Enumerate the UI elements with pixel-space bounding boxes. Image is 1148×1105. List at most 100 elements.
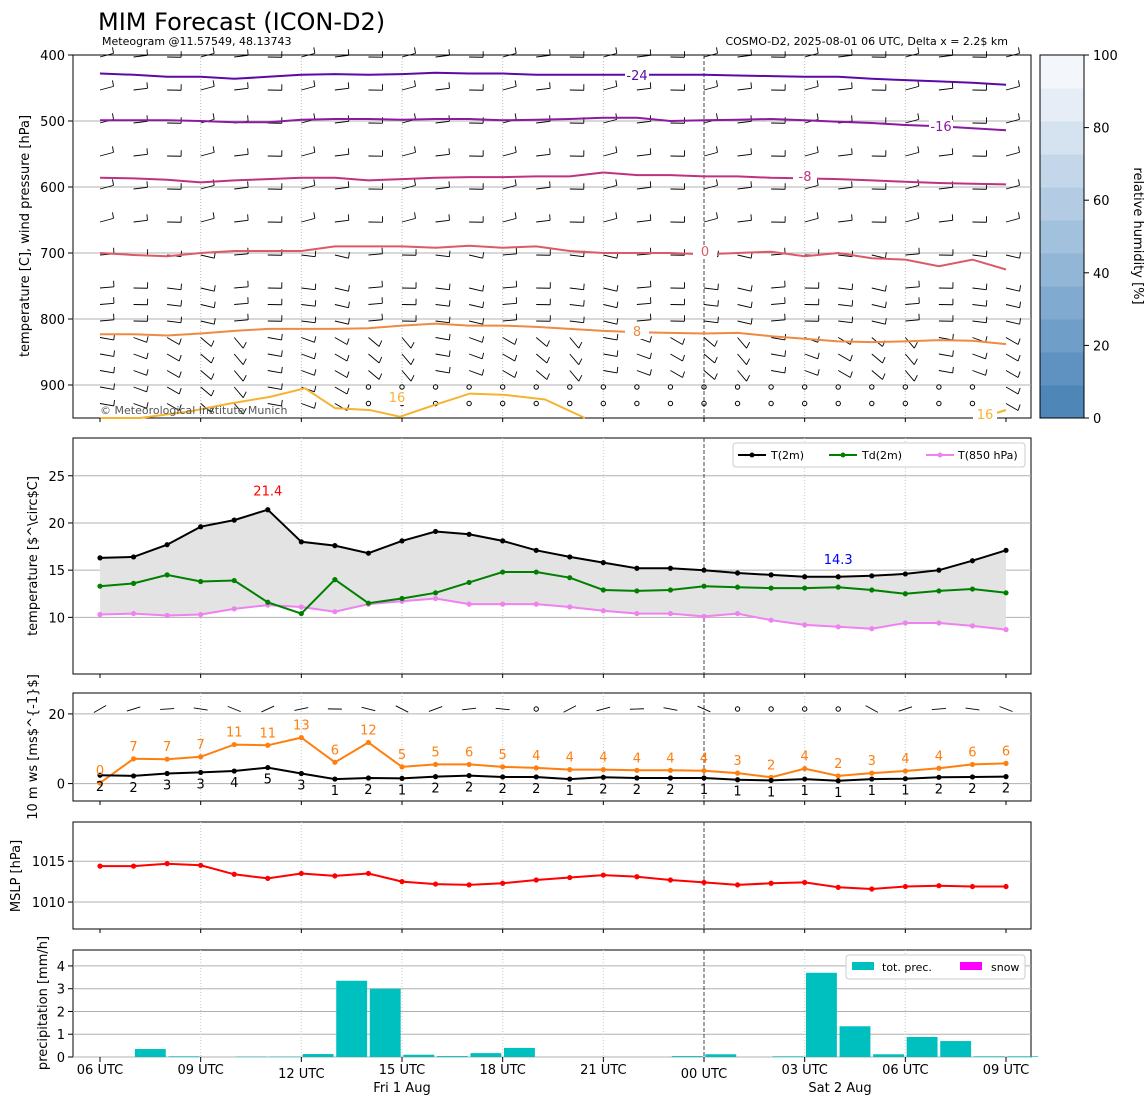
wind-barb-feather [210, 389, 215, 397]
t850-point [969, 623, 976, 629]
wind-barb [99, 319, 114, 322]
wind-barb-feather [546, 373, 550, 380]
colorbar-label: relative humidity [%] [1130, 167, 1145, 304]
wind-barb-feather [146, 352, 149, 359]
isotherm-line [99, 171, 1007, 186]
isotherm-label-bg [625, 69, 649, 83]
wind-barb-feather [714, 356, 718, 364]
mslp-ylabel: MSLP [hPa] [9, 840, 24, 912]
t2m-line [99, 508, 1007, 578]
td2m-point [869, 587, 875, 593]
gust-point [399, 764, 405, 770]
wind-barb [904, 337, 915, 349]
wind-barb [569, 337, 580, 349]
wind-barb [703, 370, 716, 380]
wind-barb [99, 337, 114, 341]
wind-barb [502, 217, 517, 223]
wind-barb [301, 403, 315, 409]
wind-barb-feather [1017, 387, 1021, 395]
calm-wind-marker [701, 384, 707, 390]
wind-barb [435, 120, 450, 124]
mslp-point [969, 883, 976, 890]
wind-barb [1005, 320, 1020, 325]
wind-barb [804, 52, 819, 58]
mean-wind-point [734, 777, 741, 783]
wind-barb [233, 370, 244, 382]
mean-wind-point [97, 772, 103, 778]
wind-barb [334, 287, 349, 292]
wind-barb [368, 337, 380, 347]
wind-barb-feather [616, 366, 619, 373]
wind-barb-feather [410, 342, 415, 349]
wind-barb [334, 386, 348, 395]
wind-barb [99, 403, 114, 407]
t2m-point [969, 558, 976, 564]
precipitation-bar [302, 1054, 334, 1057]
wind-barb [536, 120, 551, 124]
wind-barb [133, 370, 147, 376]
day-label-fri: Fri 1 Aug [373, 1081, 430, 1096]
wind-barb-feather [884, 318, 887, 325]
wind-barb [200, 52, 215, 58]
wind-barb [938, 87, 953, 91]
y-tick-label: 500 [40, 115, 65, 130]
mean-wind-point [802, 776, 808, 782]
wind-barb [133, 120, 148, 124]
mean-wind-label: 2 [968, 782, 976, 797]
wind-barb-feather [514, 179, 517, 186]
wind-barb-feather [649, 352, 652, 359]
wind-barb [804, 370, 818, 376]
calm-wind-marker [533, 400, 539, 407]
wind-barb [603, 287, 618, 292]
wind-barb [468, 353, 483, 360]
wind-barb [166, 353, 180, 362]
t2m-point [902, 571, 908, 577]
mean-wind-label: 2 [599, 782, 607, 797]
calm-wind-marker [835, 384, 841, 390]
td2m-point [298, 610, 304, 617]
legend-td2m-label: Td(2m) [861, 449, 902, 462]
y-tick-label: 1010 [32, 896, 65, 911]
td2m-point [533, 569, 539, 575]
wind-barb-feather [784, 350, 787, 357]
t2m-point [432, 528, 439, 535]
wind-barb-feather [113, 350, 115, 357]
td2m-point [567, 575, 573, 581]
wind-barb [972, 254, 987, 258]
wind-barb [468, 370, 483, 376]
wind-barb [603, 353, 618, 357]
wind-barb [898, 706, 913, 712]
wind-barb-feather [112, 146, 114, 153]
wind-barb-feather [1017, 404, 1021, 411]
wind-barb-feather [849, 354, 853, 362]
wind-barb [536, 186, 551, 190]
wind-barb [428, 706, 443, 712]
mean-wind-point [869, 776, 875, 782]
figure-subtitle-left: Meteogram @11.57549, 48.13743 [102, 35, 292, 48]
precipitation-bar [336, 980, 368, 1057]
wind-barb [771, 302, 786, 305]
wind-barb [838, 219, 853, 223]
wind-barb-feather [112, 179, 114, 186]
mslp-point [298, 870, 304, 877]
wind-barb [234, 253, 249, 256]
wind-barb-feather [615, 47, 618, 54]
wind-barb-feather [682, 338, 685, 345]
wind-barb [435, 54, 450, 58]
colorbar-band [1040, 319, 1084, 353]
td2m-point [734, 584, 741, 590]
y-tick-label: 3 [57, 983, 65, 998]
t2m-point [667, 565, 674, 571]
time-axis: 06 UTC 09 UTC 12 UTC 15 UTC 18 UTC 21 UTC 00 U… [77, 418, 1029, 1082]
wind-barb-feather [716, 80, 718, 87]
wind-barb [200, 337, 212, 347]
wind-barb-feather [314, 402, 317, 409]
wind-barb [771, 286, 786, 289]
gust-label: 4 [532, 749, 540, 764]
calm-wind-marker [869, 384, 875, 390]
mean-wind-point [936, 774, 942, 780]
gust-point [802, 766, 808, 772]
wind-barb-feather [913, 358, 918, 365]
wind-barb-feather [616, 333, 619, 340]
